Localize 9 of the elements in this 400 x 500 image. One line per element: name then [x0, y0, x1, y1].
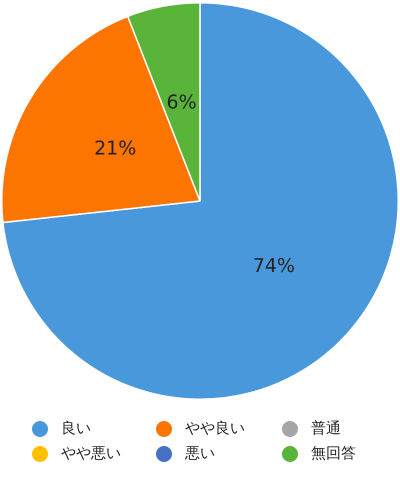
slice-label: 良い [61, 419, 91, 438]
data-label: 74% [252, 255, 295, 278]
legend-label: やや良い [185, 419, 245, 438]
data-label: 6% [166, 92, 197, 114]
data-label: 21% [94, 138, 136, 160]
legend-label: やや悪い [61, 444, 121, 463]
legend-label: 悪い [185, 444, 215, 463]
legend-label: 無回答 [311, 444, 356, 463]
legend-label: 普通 [311, 419, 341, 438]
